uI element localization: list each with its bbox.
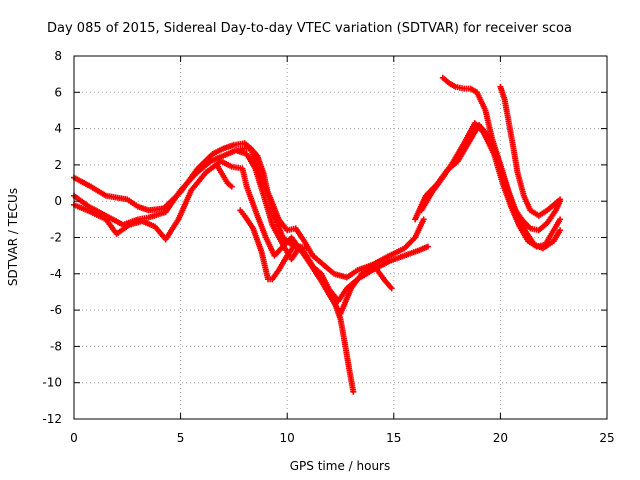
x-tick-label: 0 [70,431,78,445]
x-tick-label: 10 [280,431,295,445]
y-tick-label: -8 [50,339,62,353]
series-track-9 [439,74,564,234]
y-tick-label: -10 [42,376,62,390]
series-track-10 [497,83,564,219]
x-tick-label: 20 [493,431,508,445]
data-point [350,388,357,395]
y-tick-label: -2 [50,231,62,245]
y-tick-label: 8 [54,49,62,63]
data-point [303,245,310,252]
y-tick-labels: -12 -10 -8 -6 -4 -2 0 2 4 6 8 [42,49,62,426]
data-point [228,183,235,190]
y-tick-label: 4 [54,122,62,136]
data-point [420,216,427,223]
data-points [71,74,564,395]
chart-title: Day 085 of 2015, Sidereal Day-to-day VTE… [47,21,572,36]
y-tick-label: 0 [54,194,62,208]
axis-ticks [73,55,608,420]
data-point [388,285,395,292]
x-axis-label: GPS time / hours [290,459,391,473]
x-tick-label: 25 [599,431,614,445]
x-tick-label: 5 [177,431,185,445]
x-tick-label: 15 [386,431,401,445]
y-tick-label: -4 [50,267,62,281]
series-track-5 [237,207,310,283]
data-point [557,227,564,234]
y-tick-label: -12 [42,412,62,426]
data-point [424,243,431,250]
series-track-4 [235,145,357,395]
y-tick-label: 2 [54,158,62,172]
data-point [557,196,564,203]
series-track-8 [418,120,564,250]
data-point [557,216,564,223]
y-axis-label: SDTVAR / TECUs [6,188,20,286]
series-track-6 [213,161,235,190]
x-tick-labels: 0 5 10 15 20 25 [70,431,614,445]
y-tick-label: 6 [54,85,62,99]
y-tick-label: -6 [50,303,62,317]
